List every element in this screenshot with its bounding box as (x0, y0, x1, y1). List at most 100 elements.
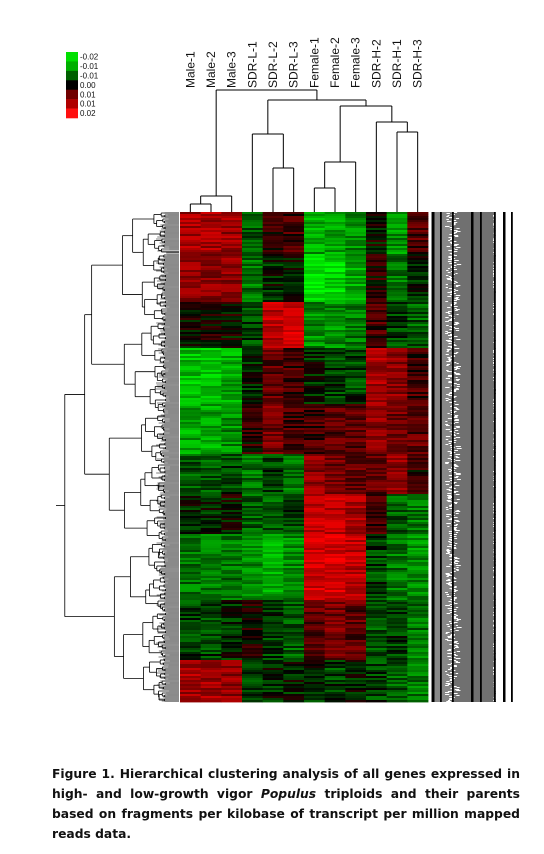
heatmap-cell (345, 442, 367, 445)
row-label-mark (457, 590, 495, 591)
heatmap-cell (366, 328, 388, 331)
heatmap-cell (242, 418, 264, 421)
heatmap-cell (366, 230, 388, 233)
heatmap-cell (407, 296, 429, 299)
row-label-mark (431, 617, 454, 618)
row-label-mark (431, 577, 454, 578)
row-label-mark (460, 690, 496, 691)
heatmap-cell (407, 582, 429, 585)
heatmap-cell (345, 328, 367, 331)
heatmap-cell (242, 600, 264, 603)
heatmap-cell (180, 534, 202, 537)
heatmap-cell (324, 440, 346, 443)
heatmap-cell (242, 492, 264, 495)
heatmap-cell (304, 398, 326, 401)
heatmap-cell (324, 322, 346, 325)
heatmap-cell (324, 642, 346, 645)
row-label-mark (457, 538, 494, 539)
heatmap-cell (324, 294, 346, 297)
heatmap-cell (386, 680, 408, 683)
heatmap-cell (221, 254, 243, 257)
heatmap-cell (407, 488, 429, 491)
row-label-mark (458, 607, 494, 608)
heatmap-cell (180, 462, 202, 465)
row-label-mark (431, 693, 453, 694)
heatmap-cell (407, 576, 429, 579)
heatmap-cell (283, 258, 305, 261)
heatmap-cell (262, 590, 284, 593)
heatmap-cell (366, 580, 388, 583)
heatmap-cell (180, 346, 202, 349)
heatmap-cell (200, 508, 222, 511)
heatmap-cell (366, 560, 388, 563)
heatmap-cell (345, 596, 367, 599)
row-label-mark (452, 531, 495, 532)
row-label-mark (451, 514, 496, 515)
heatmap-cell (242, 604, 264, 607)
heatmap-cell (200, 628, 222, 631)
heatmap-cell (304, 386, 326, 389)
heatmap-cell (200, 664, 222, 667)
heatmap-cell (407, 322, 429, 325)
heatmap-cell (200, 234, 222, 237)
heatmap-cell (345, 320, 367, 323)
row-label-mark (455, 397, 495, 398)
heatmap-cell (366, 606, 388, 609)
heatmap-cell (386, 664, 408, 667)
row-label-mark (458, 646, 494, 647)
heatmap-cell (242, 544, 264, 547)
heatmap-cell (242, 672, 264, 675)
heatmap-cell (345, 592, 367, 595)
heatmap-cell (407, 586, 429, 589)
heatmap-cell (304, 336, 326, 339)
heatmap-cell (324, 442, 346, 445)
heatmap-cell (366, 378, 388, 381)
heatmap-cell (262, 398, 284, 401)
heatmap-cell (180, 224, 202, 227)
row-label-mark (458, 260, 496, 261)
heatmap-cell (283, 370, 305, 373)
heatmap-cell (407, 628, 429, 631)
row-label-mark (431, 570, 457, 571)
row-label-mark (431, 351, 447, 352)
heatmap-cell (283, 562, 305, 565)
heatmap-cell (283, 372, 305, 375)
heatmap-cell (366, 684, 388, 687)
heatmap-cell (180, 388, 202, 391)
heatmap-cell (345, 604, 367, 607)
heatmap-cell (200, 606, 222, 609)
heatmap-cell (242, 532, 264, 535)
heatmap-cell (345, 450, 367, 453)
heatmap-cell (304, 298, 326, 301)
row-label-mark (454, 248, 494, 249)
heatmap-cell (200, 526, 222, 529)
heatmap-cell (366, 214, 388, 217)
heatmap-cell (366, 624, 388, 627)
heatmap-cell (221, 540, 243, 543)
heatmap-cell (386, 314, 408, 317)
heatmap-cell (386, 362, 408, 365)
heatmap-cell (386, 466, 408, 469)
heatmap-cell (200, 500, 222, 503)
heatmap-cell (221, 574, 243, 577)
heatmap-cell (242, 408, 264, 411)
heatmap-cell (345, 504, 367, 507)
heatmap-cell (262, 278, 284, 281)
heatmap-cell (304, 528, 326, 531)
row-label-mark (454, 385, 495, 386)
heatmap-cell (304, 506, 326, 509)
heatmap-cell (324, 276, 346, 279)
heatmap-cell (304, 624, 326, 627)
heatmap-cell (304, 292, 326, 295)
heatmap-cell (180, 564, 202, 567)
heatmap-cell (407, 334, 429, 337)
heatmap-cell (386, 634, 408, 637)
row-label-mark (431, 226, 446, 227)
heatmap-cell (345, 454, 367, 457)
row-label-mark (431, 374, 456, 375)
heatmap-cell (366, 362, 388, 365)
heatmap-cell (221, 314, 243, 317)
heatmap-cell (180, 682, 202, 685)
heatmap-cell (345, 254, 367, 257)
row-label-mark (456, 345, 495, 346)
